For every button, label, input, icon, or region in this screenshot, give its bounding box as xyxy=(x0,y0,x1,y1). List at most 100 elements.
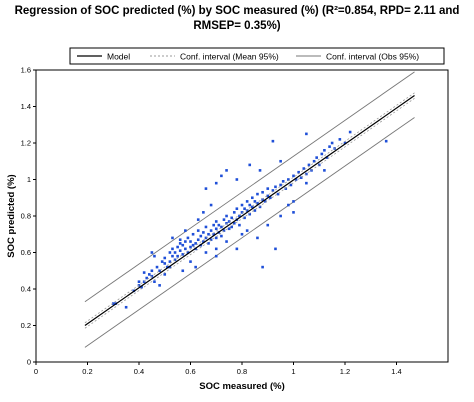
data-point xyxy=(168,260,172,263)
data-point xyxy=(214,227,218,231)
data-point xyxy=(287,178,290,181)
obs-ci-upper-line xyxy=(84,71,415,303)
data-point xyxy=(220,225,223,229)
data-point xyxy=(266,223,270,227)
y-tick-label: 0.8 xyxy=(21,212,31,221)
data-point xyxy=(142,271,146,274)
x-tick-label: 0 xyxy=(34,367,38,376)
data-point xyxy=(328,145,331,148)
data-point xyxy=(214,254,218,258)
data-point xyxy=(111,302,115,305)
data-point xyxy=(186,251,190,254)
data-point xyxy=(158,284,161,287)
data-point xyxy=(323,149,326,152)
y-tick-label: 1.6 xyxy=(21,66,31,75)
data-point xyxy=(225,240,228,243)
data-point xyxy=(256,236,259,240)
data-point xyxy=(168,251,172,254)
data-point xyxy=(271,189,275,192)
data-point xyxy=(222,229,226,232)
data-point xyxy=(248,203,252,207)
data-point xyxy=(181,243,185,247)
data-point xyxy=(325,156,329,159)
data-point xyxy=(217,223,221,227)
y-tick-label: 1.4 xyxy=(21,102,31,111)
data-point xyxy=(294,178,298,181)
data-point xyxy=(207,242,210,245)
data-point xyxy=(243,216,246,220)
data-point xyxy=(176,245,179,249)
data-point xyxy=(194,265,197,269)
data-point xyxy=(256,192,259,196)
data-point xyxy=(189,260,192,263)
x-tick-label: 0.8 xyxy=(237,367,247,376)
data-point xyxy=(178,249,182,252)
data-point xyxy=(153,280,156,283)
data-point xyxy=(245,209,249,212)
data-point xyxy=(150,269,154,273)
data-point xyxy=(320,152,324,156)
data-point xyxy=(238,223,241,227)
data-point xyxy=(266,187,270,190)
data-point xyxy=(266,194,270,198)
data-point xyxy=(160,260,164,263)
data-point xyxy=(204,251,208,254)
data-point xyxy=(315,156,318,159)
data-point xyxy=(171,247,174,251)
y-tick-label: 1.2 xyxy=(21,139,31,148)
data-point xyxy=(284,187,288,190)
data-point xyxy=(184,229,187,232)
data-point xyxy=(220,174,223,178)
data-point xyxy=(384,139,388,143)
data-point xyxy=(191,243,195,247)
data-point xyxy=(204,236,208,240)
data-point xyxy=(271,139,275,143)
data-point xyxy=(232,211,236,214)
data-point xyxy=(225,169,228,172)
data-point xyxy=(214,220,218,223)
data-point xyxy=(204,225,208,229)
data-point xyxy=(171,254,174,258)
data-point xyxy=(343,141,347,145)
x-tick-label: 1.4 xyxy=(391,367,401,376)
data-point xyxy=(202,211,205,214)
data-point xyxy=(225,222,228,225)
data-point xyxy=(189,240,192,243)
data-point xyxy=(292,174,295,178)
data-point xyxy=(289,183,293,187)
legend-box xyxy=(69,47,445,65)
data-point xyxy=(214,181,218,185)
data-point xyxy=(124,305,128,309)
data-point xyxy=(140,285,143,289)
data-point xyxy=(153,254,156,258)
y-tick-label: 1 xyxy=(27,175,31,184)
data-point xyxy=(248,212,252,216)
data-point xyxy=(150,251,154,254)
data-point xyxy=(258,205,262,209)
data-point xyxy=(248,163,252,167)
data-point xyxy=(202,240,205,243)
x-tick-label: 1.2 xyxy=(340,367,350,376)
data-point xyxy=(227,220,231,223)
data-point xyxy=(196,218,200,221)
data-point xyxy=(196,238,200,242)
data-point xyxy=(235,247,239,251)
data-point xyxy=(166,265,169,269)
data-point xyxy=(274,247,277,251)
data-point xyxy=(171,236,174,240)
data-point xyxy=(348,130,352,134)
x-tick-label: 1 xyxy=(291,367,295,376)
chart-title-line-2: RMSEP= 0.35%) xyxy=(193,20,281,32)
data-point xyxy=(258,169,262,172)
data-point xyxy=(261,190,264,194)
data-point xyxy=(199,234,203,238)
x-tick-label: 0.4 xyxy=(134,367,144,376)
data-point xyxy=(307,163,311,167)
data-point xyxy=(230,216,233,220)
data-point xyxy=(261,198,264,201)
data-point xyxy=(253,200,257,203)
data-point xyxy=(263,200,267,203)
data-point xyxy=(292,200,295,203)
data-point xyxy=(155,265,159,269)
data-point xyxy=(305,132,308,136)
